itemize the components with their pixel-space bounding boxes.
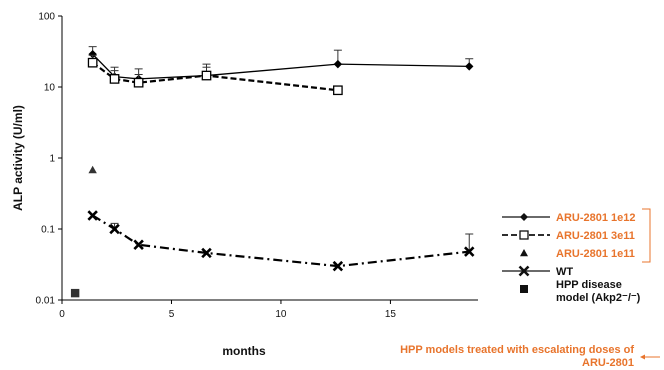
x-tick-label: 15 (385, 309, 397, 320)
x-marker (109, 223, 120, 235)
legend-label: HPP disease (556, 279, 622, 291)
legend-entry-0: ARU-2801 1e12 (502, 212, 636, 224)
legend-entry-2: ARU-2801 1e11 (520, 248, 635, 260)
y-tick-label: 0.01 (36, 296, 56, 307)
y-tick-label: 0.1 (41, 225, 55, 236)
open-square-marker (519, 230, 529, 240)
x-tick-label: 5 (169, 309, 175, 320)
filled-square-marker (520, 285, 528, 293)
note-arrow-head (640, 354, 645, 360)
series-line (91, 61, 338, 92)
x-marker (518, 265, 530, 277)
x-tick-label: 0 (59, 309, 65, 320)
diamond-marker (465, 62, 474, 71)
legend-label: WT (556, 266, 573, 278)
series-0 (88, 46, 474, 84)
y-tick-label: 1 (49, 154, 55, 165)
series-3 (87, 210, 475, 272)
chart-legend: ARU-2801 1e12 ARU-2801 3e11 ARU-2801 1e11 W… (502, 208, 651, 304)
triangle-marker (88, 165, 97, 174)
legend-entry-3: WT (502, 265, 573, 278)
legend-label: ARU-2801 1e12 (556, 212, 636, 224)
diamond-marker (520, 213, 528, 221)
note-line: ARU-2801 (582, 357, 634, 369)
x-marker (201, 247, 212, 259)
x-marker (133, 239, 144, 250)
open-square-marker (109, 74, 120, 84)
open-square-marker (201, 70, 212, 81)
chart-axes: 0.01 0.1 1 10 100 0 5 10 15 (36, 12, 478, 320)
x-marker (332, 260, 344, 272)
diamond-marker (333, 59, 343, 69)
series-line (92, 214, 470, 268)
x-tick-label: 10 (275, 309, 287, 320)
open-square-marker (133, 77, 144, 88)
y-tick-label: 10 (44, 83, 56, 94)
x-axis-title: months (222, 344, 266, 358)
open-square-marker (87, 57, 98, 68)
x-marker (464, 246, 475, 257)
legend-label: model (Akp2⁻/⁻) (556, 292, 641, 304)
filled-square-marker (70, 288, 80, 298)
series-line (92, 53, 470, 80)
annotation-note: HPP models treated with escalating doses… (400, 344, 660, 369)
legend-label: ARU-2801 1e11 (556, 248, 635, 260)
series-2 (88, 165, 97, 174)
series-1 (87, 54, 343, 96)
y-axis-title: ALP activity (U/ml) (11, 105, 25, 211)
note-line: HPP models treated with escalating doses… (400, 344, 634, 356)
chart-series (70, 46, 475, 298)
legend-bracket (642, 208, 651, 263)
diamond-marker (88, 49, 97, 59)
open-square-marker (333, 85, 343, 96)
legend-label: ARU-2801 3e11 (556, 230, 635, 242)
triangle-marker (520, 249, 528, 257)
series-4 (70, 288, 80, 298)
legend-entry-1: ARU-2801 3e11 (502, 230, 635, 242)
x-marker (87, 210, 98, 221)
y-tick-label: 100 (38, 12, 55, 23)
